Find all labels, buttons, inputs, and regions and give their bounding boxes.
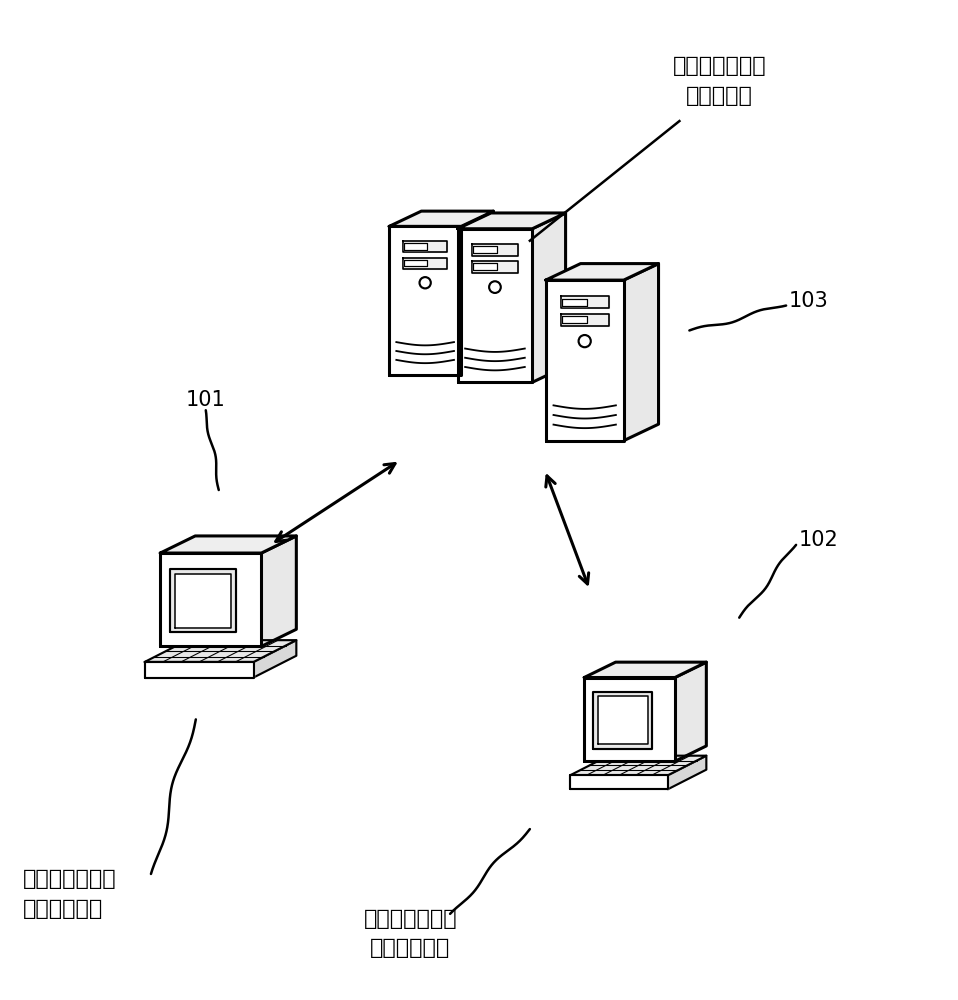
Text: 稀疏矩阵向量乘
法并行算法: 稀疏矩阵向量乘 法并行算法 (673, 56, 766, 106)
Text: 102: 102 (799, 530, 839, 550)
Polygon shape (546, 264, 658, 280)
Circle shape (420, 277, 431, 288)
Polygon shape (458, 229, 533, 382)
Polygon shape (175, 574, 231, 628)
Polygon shape (145, 662, 254, 678)
Polygon shape (593, 692, 652, 749)
Polygon shape (668, 756, 706, 789)
Polygon shape (570, 756, 706, 775)
Text: 有限元网格并行
分区处理程序: 有限元网格并行 分区处理程序 (363, 909, 457, 958)
Polygon shape (624, 264, 658, 441)
Polygon shape (262, 536, 296, 646)
Circle shape (490, 281, 501, 293)
Text: 103: 103 (789, 291, 829, 311)
Polygon shape (584, 662, 706, 678)
Polygon shape (461, 211, 493, 375)
Text: 101: 101 (186, 390, 225, 410)
Polygon shape (458, 213, 565, 229)
Polygon shape (171, 569, 236, 632)
Polygon shape (562, 316, 587, 323)
Polygon shape (402, 241, 447, 252)
Polygon shape (389, 226, 461, 375)
Polygon shape (473, 263, 497, 270)
Polygon shape (598, 696, 648, 744)
Polygon shape (404, 243, 427, 250)
Text: 有限元网格并行
分区处理程序: 有限元网格并行 分区处理程序 (23, 869, 117, 919)
Polygon shape (533, 213, 565, 382)
Polygon shape (160, 553, 262, 646)
Polygon shape (160, 536, 296, 553)
Polygon shape (473, 246, 497, 253)
Polygon shape (389, 211, 493, 226)
Polygon shape (584, 678, 675, 761)
Circle shape (579, 335, 591, 347)
Polygon shape (404, 260, 427, 266)
Polygon shape (560, 314, 609, 326)
Polygon shape (570, 775, 668, 789)
Polygon shape (145, 640, 296, 662)
Polygon shape (562, 299, 587, 306)
Polygon shape (472, 261, 518, 273)
Polygon shape (472, 244, 518, 256)
Polygon shape (675, 662, 706, 761)
Polygon shape (402, 258, 447, 269)
Polygon shape (546, 280, 624, 441)
Polygon shape (254, 640, 296, 678)
Polygon shape (560, 296, 609, 308)
